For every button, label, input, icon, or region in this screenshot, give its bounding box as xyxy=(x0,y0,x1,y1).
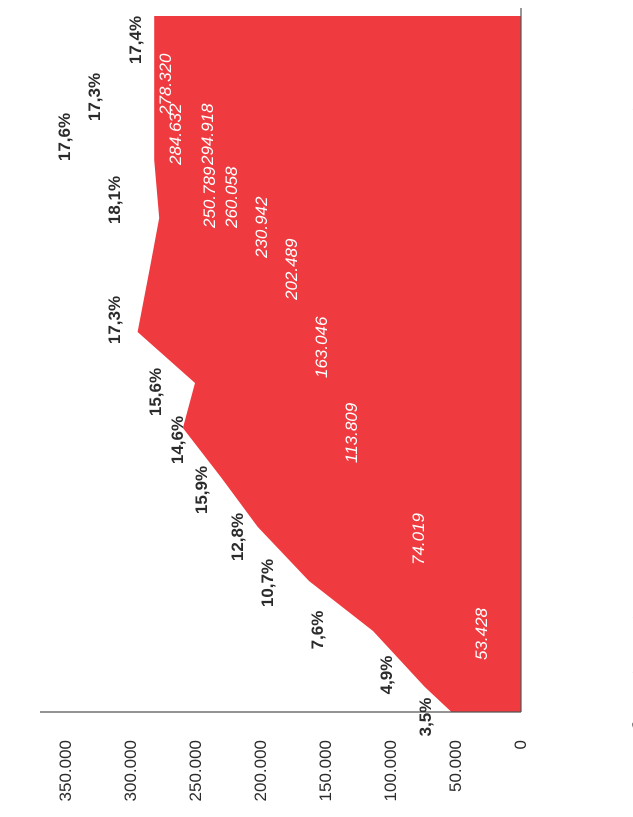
percent-label: 15,6% xyxy=(146,368,165,416)
percent-label: 17,3% xyxy=(105,296,124,344)
value-label: 113.809 xyxy=(342,402,361,463)
value-tick-label: 150.000 xyxy=(316,740,335,801)
area-series xyxy=(137,16,521,712)
value-label: 294.918 xyxy=(198,103,217,166)
value-label: 230.942 xyxy=(252,196,271,259)
value-label: 202.489 xyxy=(282,238,301,301)
percent-label: 7,6% xyxy=(308,611,327,650)
category-tick-label: Marzo 2000 xyxy=(629,695,633,735)
value-tick-label: 50.000 xyxy=(446,740,465,792)
value-label: 278.320 xyxy=(156,53,175,116)
percent-label: 17,4% xyxy=(126,16,145,64)
percent-label: 3,5% xyxy=(416,698,435,737)
value-label: 284.632 xyxy=(166,103,185,166)
value-tick-label: 300.000 xyxy=(121,740,140,801)
percent-label: 4,9% xyxy=(377,656,396,695)
value-tick-label: 350.000 xyxy=(56,740,75,801)
percent-label: 18,1% xyxy=(105,176,124,224)
value-tick-label: 100.000 xyxy=(381,740,400,801)
value-label: 53.428 xyxy=(472,607,491,660)
value-label: 260.058 xyxy=(222,166,241,229)
value-label: 250.789 xyxy=(200,166,219,229)
value-label: 163.046 xyxy=(312,316,331,378)
value-tick-label: 250.000 xyxy=(186,740,205,801)
percent-label: 17,6% xyxy=(55,113,74,161)
value-label: 74.019 xyxy=(409,512,428,565)
value-label: 282.178 xyxy=(143,0,162,16)
value-tick-label: 0 xyxy=(511,740,530,749)
percent-label: 12,8% xyxy=(228,513,247,561)
percent-label: 15,9% xyxy=(192,466,211,514)
percent-label: 14,6% xyxy=(168,416,187,464)
value-tick-label: 200.000 xyxy=(251,740,270,801)
percent-label: 17,3% xyxy=(85,73,104,121)
percent-label: 10,7% xyxy=(258,559,277,607)
